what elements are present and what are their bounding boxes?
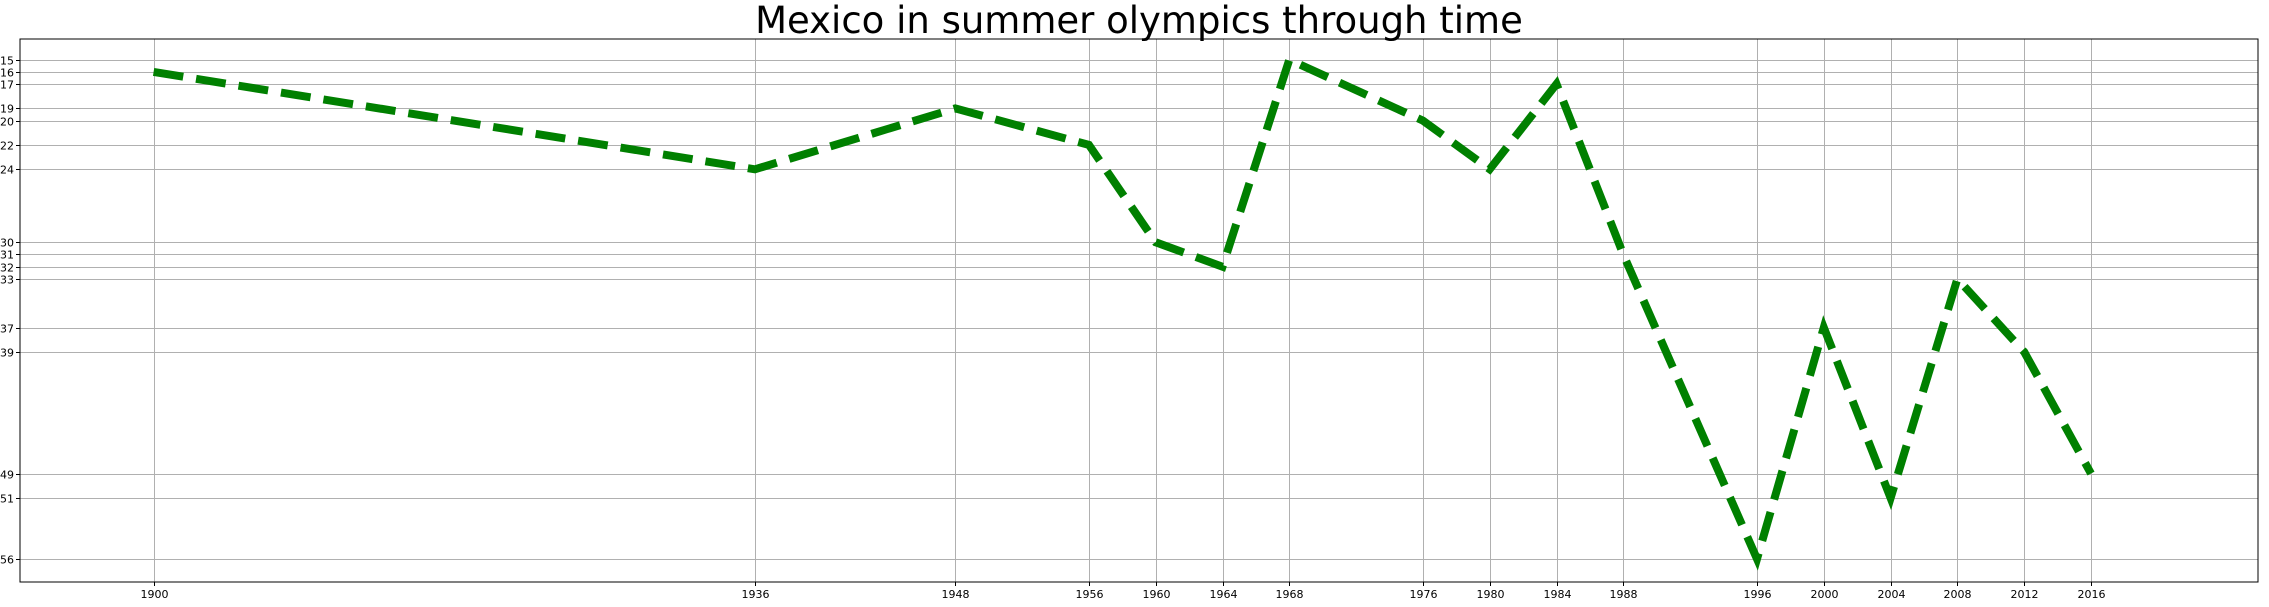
y-tick-label: 33 <box>0 274 14 287</box>
x-tick-label: 2012 <box>2011 588 2039 601</box>
y-tick-label: 17 <box>0 79 14 92</box>
x-tick-label: 1900 <box>141 588 169 601</box>
y-tick-label: 16 <box>0 67 14 80</box>
y-tick-label: 32 <box>0 262 14 275</box>
y-tick-label: 15 <box>0 55 14 68</box>
y-tick-label: 51 <box>0 493 14 506</box>
y-tick-label: 37 <box>0 323 14 336</box>
x-tick-label: 2004 <box>1878 588 1906 601</box>
x-tick-label: 1996 <box>1744 588 1772 601</box>
y-tick-label: 22 <box>0 140 14 153</box>
x-tick-label: 1948 <box>942 588 970 601</box>
y-tick-label: 31 <box>0 249 14 262</box>
x-tick-label: 1960 <box>1143 588 1171 601</box>
grid-layer <box>20 39 2258 582</box>
x-tick-label: 1964 <box>1210 588 1238 601</box>
y-tick-label: 56 <box>0 554 14 567</box>
y-tick-label: 30 <box>0 237 14 250</box>
x-tick-label: 1980 <box>1477 588 1505 601</box>
series-layer <box>152 54 2095 571</box>
x-tick-label: 1976 <box>1410 588 1438 601</box>
y-tick-label: 49 <box>0 469 14 482</box>
x-tick-label: 2008 <box>1944 588 1972 601</box>
y-tick-label: 20 <box>0 116 14 129</box>
y-tick-label: 39 <box>0 347 14 360</box>
x-tick-label: 2016 <box>2078 588 2106 601</box>
x-tick-label: 1968 <box>1276 588 1304 601</box>
x-tick-label: 1988 <box>1610 588 1638 601</box>
x-tick-label: 1936 <box>742 588 770 601</box>
x-tick-label: 2000 <box>1811 588 1839 601</box>
y-tick-label: 24 <box>0 164 14 177</box>
y-tick-label: 19 <box>0 103 14 116</box>
axis-layer: 1900 1936 1948 1956 1960 1964 1968 1976 1980 1984… <box>0 55 2106 602</box>
x-tick-label: 1956 <box>1076 588 1104 601</box>
axes-frame <box>19 38 2259 583</box>
x-tick-label: 1984 <box>1544 588 1572 601</box>
chart-title: Mexico in summer olympics through time <box>755 0 1523 42</box>
series-line <box>152 54 2095 571</box>
